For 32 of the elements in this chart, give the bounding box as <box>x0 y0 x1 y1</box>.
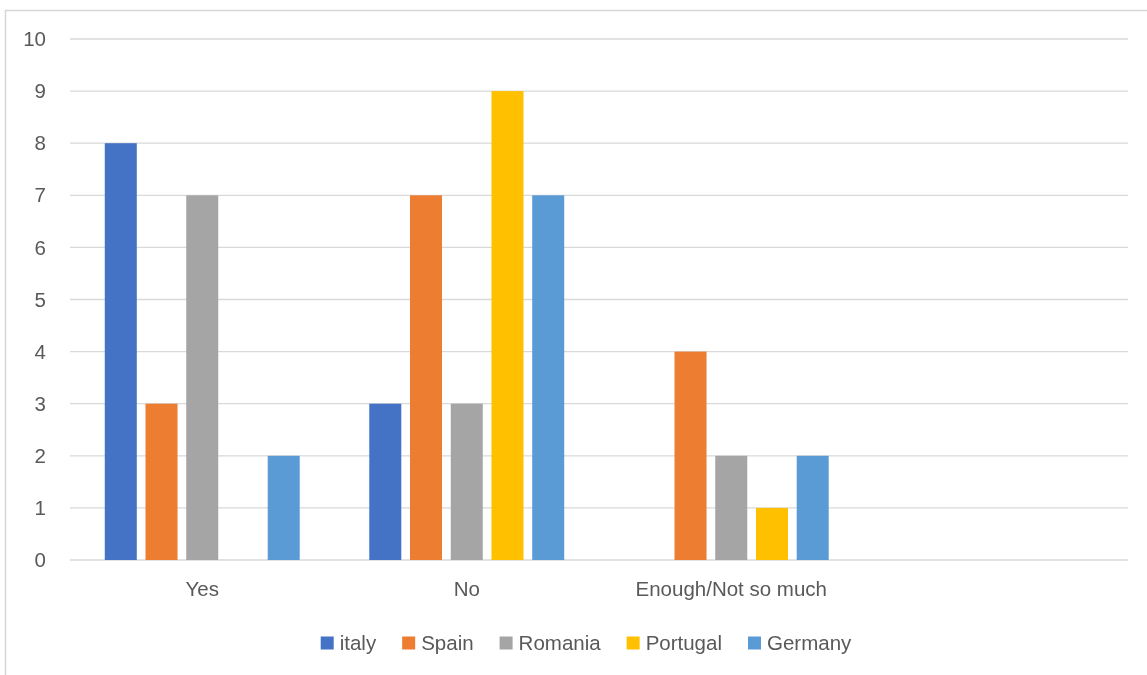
x-tick-label: Yes <box>185 577 219 601</box>
x-tick-label: Enough/Not so much <box>635 577 827 601</box>
bar <box>267 455 300 560</box>
legend-label: Germany <box>766 631 853 655</box>
y-tick-label: 8 <box>34 131 46 155</box>
y-tick-label: 3 <box>34 391 46 415</box>
bar <box>532 195 565 560</box>
legend-label: Spain <box>421 631 474 655</box>
legend-label: italy <box>339 631 377 655</box>
bar <box>450 403 483 560</box>
bar <box>186 195 219 560</box>
bar <box>755 507 788 560</box>
y-tick-label: 9 <box>34 79 46 103</box>
y-tick-label: 5 <box>34 287 46 311</box>
bar <box>145 403 178 560</box>
y-tick-label: 6 <box>34 235 46 259</box>
y-tick-label: 2 <box>34 443 46 467</box>
bar <box>104 143 137 560</box>
y-tick-label: 4 <box>34 339 46 363</box>
bar <box>674 351 707 560</box>
bar <box>369 403 402 560</box>
bar <box>796 455 829 560</box>
y-tick-label: 0 <box>34 548 46 572</box>
legend-label: Romania <box>518 631 602 655</box>
bar <box>410 195 443 560</box>
bar <box>715 455 748 560</box>
legend-label: Portugal <box>645 631 722 655</box>
bar <box>491 91 524 560</box>
y-tick-label: 10 <box>23 27 46 51</box>
y-tick-label: 1 <box>34 496 46 520</box>
y-tick-label: 7 <box>34 183 46 207</box>
x-tick-label: No <box>453 577 480 601</box>
